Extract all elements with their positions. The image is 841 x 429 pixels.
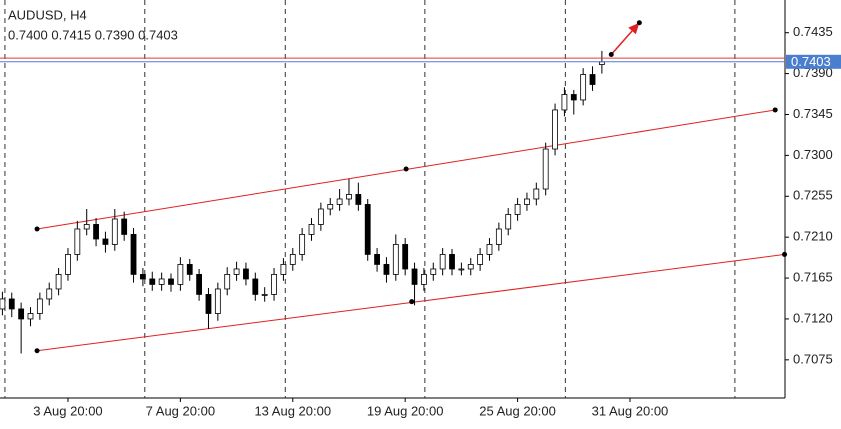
y-tick-label: 0.7390 [793,65,833,80]
candle-body [252,278,259,295]
candle-body [177,264,184,285]
candle-body [65,254,71,275]
arrow-anchor [636,20,642,26]
candle-body [93,224,99,240]
candle-body [402,244,409,270]
candle-body [449,254,455,270]
candle-body [46,288,53,300]
candle-body [542,148,549,190]
candle-body [36,298,43,314]
arrow-head [628,22,640,35]
y-tick-label: 0.7300 [793,147,833,162]
candle-body [355,194,362,205]
x-tick-label: 25 Aug 20:00 [479,403,556,418]
candle-body [308,224,315,235]
candle-body [317,208,324,225]
candle-body [8,298,15,310]
candle-body [243,268,249,280]
candle-body [140,274,146,280]
chart-title: AUDUSD, H4 [8,7,87,22]
y-tick-label: 0.7255 [793,188,833,203]
candle-body [505,214,512,230]
trendline-anchor [34,226,40,232]
candle-body [495,228,502,245]
candle-body [364,204,371,255]
candle-body [486,244,493,255]
candle-body [458,268,465,271]
candle-body [102,238,109,245]
candle-body [580,74,587,101]
x-tick-label: 7 Aug 20:00 [146,403,215,418]
candle-body [168,278,174,285]
x-tick-label: 3 Aug 20:00 [33,403,102,418]
candle-body [121,218,128,235]
candle-body [196,274,203,295]
candle-body [336,198,343,205]
candle-body [18,308,25,320]
trendline-anchor [34,348,40,354]
candle-body [261,294,268,296]
candle-body [186,264,193,275]
trendline-anchor [403,166,409,172]
candle-body [0,298,6,310]
candle-body [74,228,81,255]
candle-body [570,94,577,101]
candle-body [552,109,558,150]
candle-body [27,313,34,320]
candle-body [514,204,521,215]
candle-body [280,264,287,275]
y-tick-label: 0.7075 [793,351,833,366]
candle-body [374,254,380,265]
y-tick-label: 0.7435 [793,24,833,39]
candle-body [421,274,427,285]
candle-body [205,294,212,314]
candle-body [524,198,530,205]
candle-body [327,204,334,210]
candle-body [233,268,240,275]
candle-body [158,278,165,285]
trendline-anchor [772,107,778,113]
arrow-anchor [608,52,614,58]
candle-body [430,268,437,275]
candle-body [111,218,118,245]
ohlc-readout: 0.7400 0.7415 0.7390 0.7403 [8,27,178,42]
candle-body [149,278,156,285]
candle-body [411,268,418,285]
y-tick-label: 0.7210 [793,229,833,244]
arrow-shaft [610,30,633,56]
x-tick-label: 19 Aug 20:00 [367,403,444,418]
candle-body [477,254,484,265]
candle-body [392,244,399,275]
candle-body [289,254,296,265]
candle-body [589,74,596,85]
price-tag [786,54,841,69]
plot: 0.7435 0.7390 0.7345 0.7300 0.7255 0.7210 0.71… [0,0,833,418]
candle-body [83,224,90,230]
x-tick-label: 31 Aug 20:00 [592,403,669,418]
x-tick-label: 13 Aug 20:00 [254,403,331,418]
candle-body [271,274,277,295]
trendline-anchor [782,251,788,257]
trendline-anchor [409,299,415,305]
candle-body [130,234,137,275]
candle-body [214,288,221,314]
candle-body [55,274,62,290]
candle-body [299,234,306,255]
candle-body [224,274,231,290]
candle-body [383,264,390,275]
candle-body [346,194,352,200]
overlay: 0.7403 [0,20,841,354]
price-tag-label: 0.7403 [791,54,831,69]
candle-body [533,188,540,200]
y-tick-label: 0.7120 [793,310,833,325]
y-tick-label: 0.7345 [793,106,833,121]
candle-body [467,264,474,270]
candle-body [561,94,568,111]
candle-body [439,254,446,270]
y-tick-label: 0.7165 [793,269,833,284]
